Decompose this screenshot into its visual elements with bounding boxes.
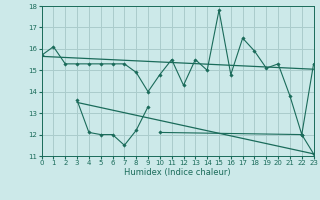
X-axis label: Humidex (Indice chaleur): Humidex (Indice chaleur): [124, 168, 231, 177]
